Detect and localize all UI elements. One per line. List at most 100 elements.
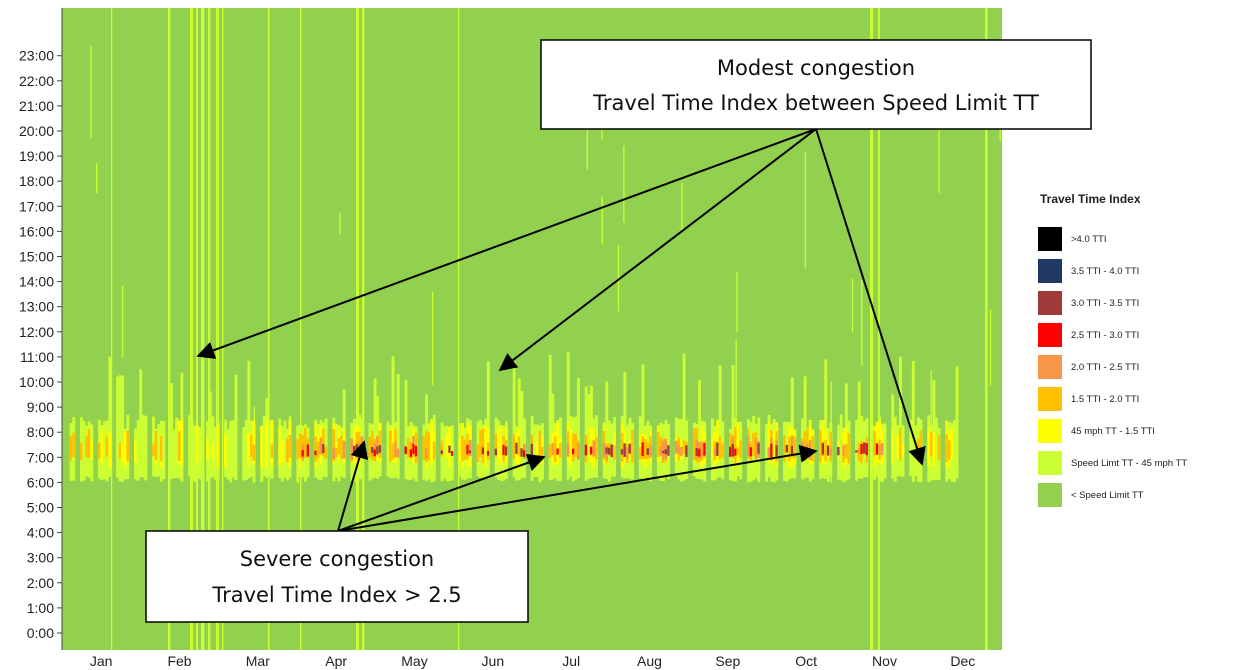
- legend-swatch: [1038, 387, 1062, 411]
- heatmap-cell: [231, 420, 235, 478]
- heatmap-cell: [339, 212, 341, 235]
- heatmap-cell: [556, 421, 560, 464]
- heatmap-cell: [378, 430, 382, 458]
- callout-line-2: Travel Time Index between Speed Limit TT: [592, 91, 1039, 115]
- heatmap-cell: [90, 439, 93, 460]
- heatmap-cell: [265, 420, 269, 467]
- heatmap-cell: [767, 447, 771, 458]
- heatmap-cell: [250, 435, 253, 457]
- heatmap-cell: [486, 450, 490, 456]
- heatmap-cell: [646, 420, 650, 463]
- heatmap-cell: [638, 447, 642, 460]
- heatmap-cell: [783, 435, 786, 462]
- heatmap-cell: [605, 422, 609, 464]
- heatmap-cell: [168, 8, 171, 650]
- heatmap-cell: [911, 361, 915, 482]
- heatmap-cell: [314, 450, 317, 456]
- heatmap-cell: [253, 406, 255, 427]
- heatmap-cell: [559, 443, 562, 458]
- x-tick-label: Sep: [715, 653, 740, 669]
- heatmap-cell: [574, 447, 578, 456]
- heatmap-cell: [162, 421, 166, 480]
- y-tick-label: 9:00: [27, 399, 54, 415]
- heatmap-cell: [703, 443, 706, 456]
- heatmap-cell: [481, 428, 485, 464]
- heatmap-cell: [193, 425, 197, 482]
- heatmap-cell: [141, 414, 145, 478]
- heatmap-cell: [985, 8, 988, 650]
- callout-arrow: [815, 128, 926, 466]
- heatmap-cell: [80, 442, 83, 461]
- y-tick-label: 20:00: [19, 123, 54, 139]
- heatmap-cell: [430, 420, 434, 467]
- heatmap-cell: [103, 433, 106, 463]
- heatmap-cell: [620, 433, 624, 462]
- heatmap-cell: [806, 429, 809, 458]
- heatmap-cell: [260, 425, 264, 468]
- y-tick-label: 5:00: [27, 500, 54, 516]
- heatmap-cell: [861, 279, 863, 366]
- heatmap-cell: [891, 429, 895, 465]
- heatmap-cell: [96, 163, 98, 194]
- heatmap-cell: [216, 8, 219, 650]
- heatmap-cells: [69, 8, 1001, 650]
- callout-line-1: Modest congestion: [717, 56, 915, 80]
- legend-swatch: [1038, 259, 1062, 283]
- heatmap-cell: [316, 441, 320, 459]
- heatmap-cell: [674, 440, 678, 454]
- heatmap-cell: [301, 450, 304, 457]
- heatmap-cell: [811, 435, 814, 462]
- heatmap-cell: [538, 430, 542, 461]
- heatmap-cell: [893, 431, 897, 468]
- legend-label: 2.5 TTI - 3.0 TTI: [1071, 330, 1139, 341]
- heatmap-cell: [286, 438, 289, 463]
- heatmap-cell: [247, 360, 251, 479]
- y-tick-label: 22:00: [19, 73, 54, 89]
- heatmap-cell: [190, 8, 193, 650]
- heatmap-cell: [602, 442, 606, 457]
- x-tick-label: Apr: [325, 653, 347, 669]
- heatmap-cell: [479, 429, 482, 458]
- heatmap-cell: [371, 447, 374, 453]
- heatmap-cell: [69, 435, 73, 461]
- heatmap-cell: [342, 440, 346, 459]
- heatmap-cell: [177, 431, 181, 461]
- heatmap-cell: [353, 445, 356, 453]
- heatmap-cell: [172, 429, 176, 479]
- heatmap-cell: [340, 435, 343, 459]
- heatmap-cell: [111, 8, 113, 650]
- heatmap-cell: [530, 443, 534, 456]
- heatmap-cell: [535, 441, 539, 462]
- heatmap-cell: [718, 365, 722, 477]
- heatmap-cell: [216, 425, 220, 468]
- heatmap-cell: [613, 444, 616, 460]
- heatmap-cell: [945, 434, 948, 463]
- heatmap-cell: [224, 434, 227, 464]
- heatmap-cell: [497, 427, 500, 460]
- heatmap-cell: [646, 448, 649, 455]
- heatmap-cell: [566, 444, 570, 457]
- heatmap-cell: [736, 272, 738, 333]
- heatmap-cell: [270, 419, 274, 467]
- callout-arrow: [337, 454, 546, 532]
- heatmap-cell: [270, 444, 274, 458]
- y-tick-label: 12:00: [19, 324, 54, 340]
- heatmap-cell: [425, 430, 428, 463]
- heatmap-cell: [337, 438, 341, 454]
- heatmap-cell: [644, 439, 647, 457]
- heatmap-cell: [667, 445, 670, 456]
- heatmap-cell: [278, 428, 282, 465]
- legend-label: 3.5 TTI - 4.0 TTI: [1071, 266, 1139, 277]
- heatmap-cell: [409, 449, 412, 457]
- heatmap-cell: [718, 436, 722, 456]
- heatmap-cell: [754, 437, 758, 460]
- heatmap-cell: [373, 449, 376, 457]
- heatmap-cell: [955, 366, 959, 479]
- callout-arrow: [337, 444, 818, 532]
- heatmap-cell: [548, 447, 552, 459]
- heatmap-cell: [721, 443, 724, 458]
- heatmap-cell: [790, 446, 794, 456]
- heatmap-cell: [499, 427, 503, 463]
- callout-arrow: [337, 440, 369, 532]
- heatmap-cell: [757, 442, 760, 454]
